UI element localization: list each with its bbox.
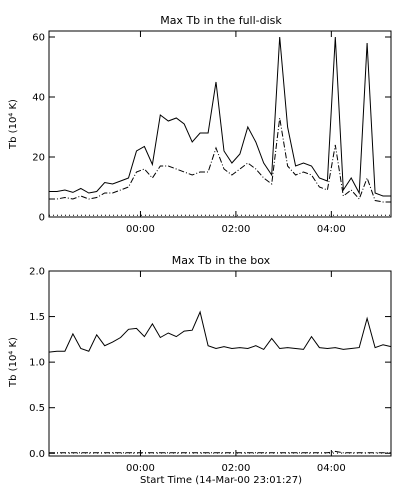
series-lines xyxy=(49,36,391,216)
series-lines xyxy=(48,310,392,454)
panel-full-disk: Max Tb in the full-disk Tb (10⁴ K) 00:00… xyxy=(8,14,392,235)
x-tick-label: 00:00 xyxy=(126,224,155,235)
x-tick-label: 02:00 xyxy=(221,463,250,474)
y-tick-label: 0 xyxy=(39,213,45,224)
y-tick-label: 0.0 xyxy=(29,449,45,460)
x-axis-label: Start Time (14-Mar-00 23:01:27) xyxy=(140,475,302,486)
x-tick-label: 02:00 xyxy=(221,224,250,235)
y-axis-label: Tb (10⁴ K) xyxy=(8,99,19,150)
plot-frame xyxy=(48,270,392,457)
chart-title: Max Tb in the full-disk xyxy=(160,14,282,27)
y-tick-label: 2.0 xyxy=(29,267,45,278)
x-tick-label: 04:00 xyxy=(317,224,346,235)
axis-ticks: 00:00 02:00 04:00 0.0 0.5 1.0 1.5 2.0 xyxy=(29,267,391,474)
panel-box: Max Tb in the box Tb (10⁴ K) Start Time … xyxy=(8,254,392,486)
chart-title: Max Tb in the box xyxy=(172,254,271,267)
series-line-dash-dot xyxy=(49,117,391,203)
series-line-dash-dot xyxy=(49,450,392,454)
series-line-solid xyxy=(48,310,392,353)
y-tick-label: 1.0 xyxy=(29,358,45,369)
series-line-solid xyxy=(49,36,391,197)
y-tick-label: 40 xyxy=(32,93,45,104)
y-tick-label: 60 xyxy=(32,33,45,44)
y-tick-label: 1.5 xyxy=(29,312,45,323)
axis-ticks: 00:00 02:00 04:00 0 20 40 60 xyxy=(32,31,391,235)
plot-frame xyxy=(48,30,392,218)
x-tick-label: 00:00 xyxy=(126,463,155,474)
y-tick-label: 0.5 xyxy=(29,403,45,414)
y-tick-label: 20 xyxy=(32,153,45,164)
x-tick-label: 04:00 xyxy=(317,463,346,474)
y-axis-label: Tb (10⁴ K) xyxy=(8,337,19,388)
